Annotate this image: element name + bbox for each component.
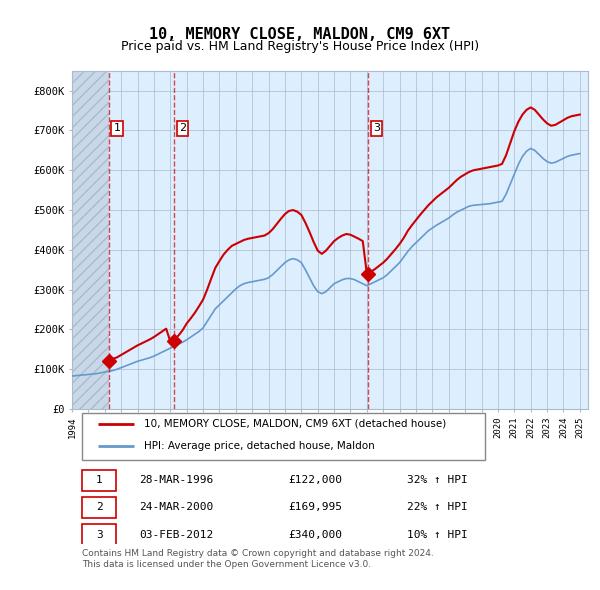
FancyBboxPatch shape xyxy=(82,413,485,460)
Text: £122,000: £122,000 xyxy=(289,476,343,486)
Text: 10, MEMORY CLOSE, MALDON, CM9 6XT: 10, MEMORY CLOSE, MALDON, CM9 6XT xyxy=(149,27,451,41)
Text: 3: 3 xyxy=(96,529,103,539)
Text: 2: 2 xyxy=(96,503,103,512)
Text: Price paid vs. HM Land Registry's House Price Index (HPI): Price paid vs. HM Land Registry's House … xyxy=(121,40,479,53)
Text: HPI: Average price, detached house, Maldon: HPI: Average price, detached house, Mald… xyxy=(144,441,375,451)
Text: 2: 2 xyxy=(179,123,186,133)
Text: £340,000: £340,000 xyxy=(289,529,343,539)
Text: 1: 1 xyxy=(113,123,121,133)
Text: Contains HM Land Registry data © Crown copyright and database right 2024.
This d: Contains HM Land Registry data © Crown c… xyxy=(82,549,434,569)
Text: 10% ↑ HPI: 10% ↑ HPI xyxy=(407,529,468,539)
Text: £169,995: £169,995 xyxy=(289,503,343,512)
FancyBboxPatch shape xyxy=(82,470,116,491)
Text: 28-MAR-1996: 28-MAR-1996 xyxy=(139,476,214,486)
Text: 10, MEMORY CLOSE, MALDON, CM9 6XT (detached house): 10, MEMORY CLOSE, MALDON, CM9 6XT (detac… xyxy=(144,419,446,429)
FancyBboxPatch shape xyxy=(82,524,116,545)
Text: 03-FEB-2012: 03-FEB-2012 xyxy=(139,529,214,539)
Text: 32% ↑ HPI: 32% ↑ HPI xyxy=(407,476,468,486)
FancyBboxPatch shape xyxy=(82,497,116,518)
Text: 22% ↑ HPI: 22% ↑ HPI xyxy=(407,503,468,512)
Text: 1: 1 xyxy=(96,476,103,486)
Text: 24-MAR-2000: 24-MAR-2000 xyxy=(139,503,214,512)
Bar xyxy=(72,71,109,409)
Text: 3: 3 xyxy=(373,123,380,133)
